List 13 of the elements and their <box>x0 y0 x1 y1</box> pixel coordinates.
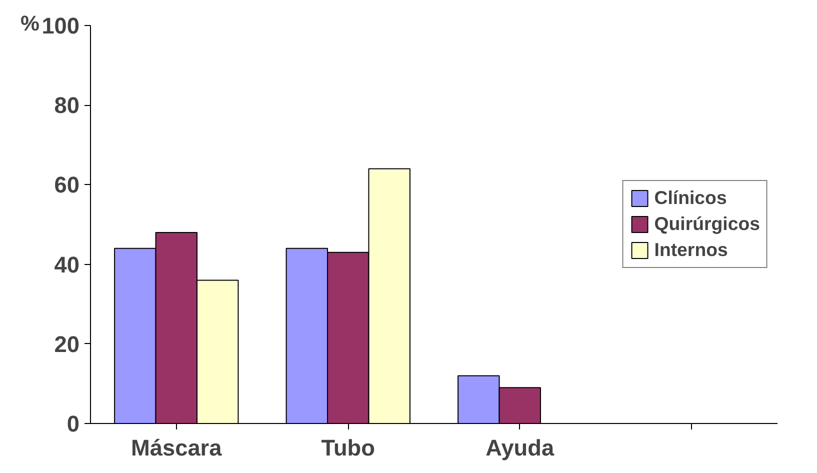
x-tick-label: Máscara <box>131 434 222 460</box>
x-tick-label: Ayuda <box>486 434 554 460</box>
y-axis-title: % <box>20 12 40 36</box>
y-tick-label: 0 <box>66 410 80 436</box>
y-tick-label: 100 <box>42 12 80 38</box>
y-tick-label: 40 <box>54 251 80 278</box>
legend-label: Internos <box>654 239 728 261</box>
x-tick-label: Tubo <box>321 434 375 460</box>
legend-label: Clínicos <box>654 187 727 209</box>
y-tick-label: 60 <box>54 172 80 198</box>
y-tick-label: 80 <box>54 92 80 118</box>
y-tick-label: 20 <box>54 330 80 357</box>
legend-label: Quirúrgicos <box>654 213 760 235</box>
